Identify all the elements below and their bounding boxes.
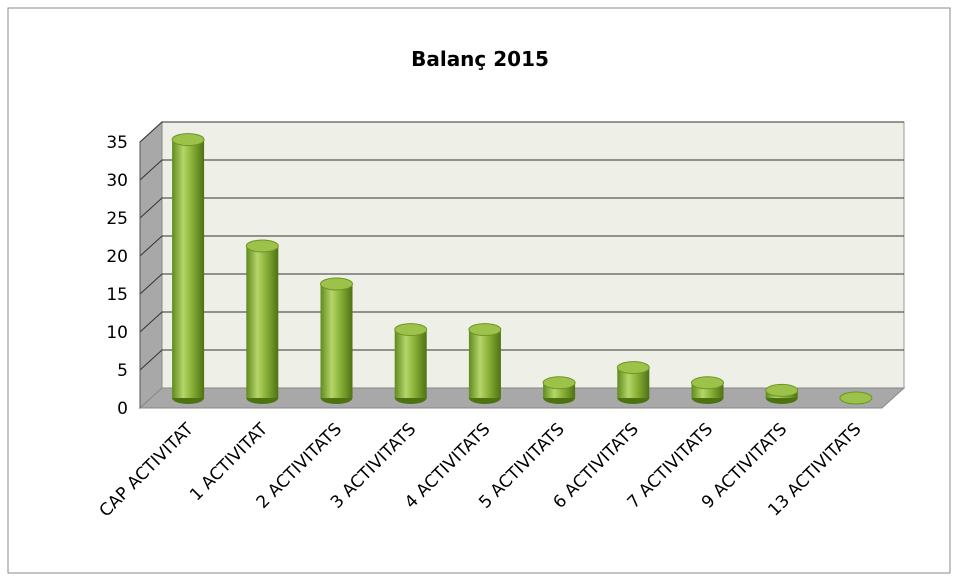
grid-line (139, 121, 904, 143)
y-tick-label: 0 (117, 399, 128, 419)
bar-top (320, 277, 353, 291)
bar (542, 376, 576, 404)
y-tick-label: 35 (106, 133, 128, 153)
grid-line (139, 197, 904, 219)
bar (245, 239, 279, 404)
grid-line (139, 159, 904, 181)
bar-top (171, 133, 205, 147)
y-tick-label: 20 (106, 247, 128, 267)
bar (616, 361, 650, 404)
bar-top (691, 376, 724, 390)
y-tick-label: 30 (106, 171, 128, 191)
bar-top (616, 361, 650, 375)
bar-top (394, 323, 428, 337)
y-tick-label: 15 (106, 285, 128, 305)
bar-top (245, 239, 279, 253)
grid-line (139, 349, 904, 371)
bar-body (172, 139, 205, 398)
bar-body (394, 329, 427, 398)
bar-top (765, 383, 799, 397)
bar (765, 383, 799, 404)
bar-body (246, 246, 279, 398)
bar-top (468, 323, 502, 337)
chart-title: Balanç 2015 (411, 47, 549, 71)
bar-top (542, 376, 576, 390)
grid-line (139, 273, 904, 295)
bar (394, 323, 428, 404)
bar (171, 133, 205, 404)
side-wall (139, 120, 163, 410)
bar-top (839, 391, 873, 405)
grid-line (139, 311, 904, 333)
y-tick-label: 10 (106, 323, 128, 343)
y-tick-label: 5 (117, 361, 128, 381)
bar (468, 323, 502, 404)
bar (839, 391, 873, 405)
bar (320, 277, 353, 404)
bar-body (320, 284, 353, 398)
grid-line (139, 235, 904, 257)
bar-body (468, 329, 501, 398)
y-tick-label: 25 (106, 209, 128, 229)
bar (691, 376, 724, 404)
